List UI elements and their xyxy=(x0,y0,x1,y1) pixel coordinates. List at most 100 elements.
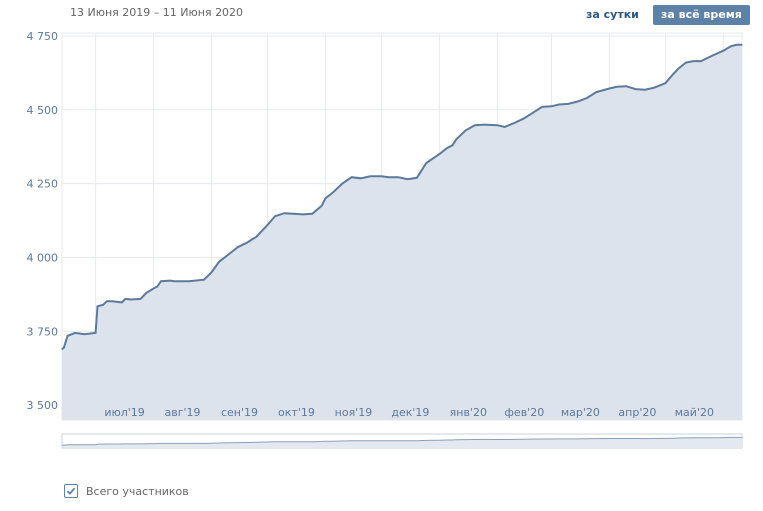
y-axis-labels: 4 750 4 500 4 250 4 000 3 750 3 500 xyxy=(27,30,59,412)
data-point xyxy=(567,103,569,105)
y-tick-label: 3 500 xyxy=(27,399,59,412)
data-point xyxy=(169,279,171,282)
y-tick-label: 4 000 xyxy=(27,252,59,265)
series-points xyxy=(61,44,743,350)
data-point xyxy=(616,86,618,88)
x-tick-label: ноя'19 xyxy=(335,406,373,419)
data-point xyxy=(152,287,155,290)
data-point xyxy=(246,242,248,244)
data-point xyxy=(577,100,579,103)
data-point xyxy=(203,279,205,281)
data-point xyxy=(139,298,142,300)
data-point xyxy=(504,126,506,128)
data-point xyxy=(227,253,229,256)
data-point xyxy=(218,261,220,263)
data-point xyxy=(522,118,525,120)
data-point xyxy=(730,45,732,47)
data-point xyxy=(67,335,69,337)
data-point xyxy=(558,103,560,106)
y-tick-label: 3 750 xyxy=(27,325,59,338)
data-point xyxy=(438,153,440,155)
data-point xyxy=(283,212,285,214)
data-point xyxy=(692,60,695,62)
per-day-button[interactable]: за сутки xyxy=(586,8,639,21)
series-area xyxy=(62,44,742,421)
data-point xyxy=(145,292,147,294)
data-point xyxy=(416,177,418,179)
data-point xyxy=(96,305,99,307)
x-tick-label: апр'20 xyxy=(618,406,656,419)
data-point xyxy=(634,88,637,90)
data-point xyxy=(124,298,127,300)
data-point xyxy=(722,50,724,52)
data-point xyxy=(341,183,343,185)
data-point xyxy=(95,332,97,334)
x-tick-label: май'20 xyxy=(675,406,714,419)
data-point xyxy=(311,213,313,215)
data-point xyxy=(700,60,702,62)
data-point xyxy=(709,56,711,58)
x-axis-labels: июл'19 авг'19 сен'19 окт'19 ноя'19 дек'19 янв'… xyxy=(104,406,714,419)
x-tick-label: авг'19 xyxy=(164,406,200,419)
data-point xyxy=(451,144,454,146)
x-tick-label: окт'19 xyxy=(278,406,315,419)
data-point xyxy=(455,138,457,140)
x-tick-label: июл'19 xyxy=(104,406,144,419)
data-point xyxy=(380,175,383,177)
y-tick-label: 4 250 xyxy=(27,178,59,191)
data-point xyxy=(302,213,304,215)
x-tick-label: янв'20 xyxy=(450,406,487,419)
data-point xyxy=(74,332,76,334)
data-point xyxy=(586,97,588,99)
data-point xyxy=(111,300,114,302)
data-point xyxy=(513,122,515,124)
legend-checkbox[interactable] xyxy=(64,484,78,498)
data-point xyxy=(644,89,646,91)
data-point xyxy=(425,162,427,164)
navigator-line xyxy=(61,436,742,446)
data-point xyxy=(324,197,327,200)
data-point xyxy=(83,333,86,335)
data-point xyxy=(446,147,448,149)
date-range: 13 Июня 2019 – 11 Июня 2020 xyxy=(70,6,244,19)
data-point xyxy=(130,298,132,301)
data-point xyxy=(532,112,534,114)
all-time-button[interactable]: за всё время xyxy=(653,5,750,25)
data-point xyxy=(735,44,737,46)
data-point xyxy=(210,271,213,273)
x-tick-label: сен'19 xyxy=(221,406,258,419)
data-point xyxy=(625,85,627,87)
data-point xyxy=(388,176,390,178)
data-point xyxy=(653,87,655,89)
data-point xyxy=(173,280,175,282)
navigator-area xyxy=(62,437,742,447)
data-point xyxy=(685,61,687,64)
x-tick-label: мар'20 xyxy=(561,406,600,419)
data-point xyxy=(407,178,409,180)
members-chart: 4 750 4 500 4 250 4 000 3 750 3 500 июл'19 авг… xyxy=(27,30,743,449)
data-point xyxy=(188,280,190,282)
data-point xyxy=(63,347,65,349)
data-point xyxy=(274,215,276,217)
data-point xyxy=(595,91,597,93)
data-point xyxy=(102,304,104,306)
data-point xyxy=(741,44,743,46)
y-tick-label: 4 500 xyxy=(27,104,59,117)
data-point xyxy=(483,123,485,126)
data-point xyxy=(608,87,610,90)
y-tick-label: 4 750 xyxy=(27,30,59,43)
data-point xyxy=(360,177,362,179)
data-point xyxy=(664,82,667,84)
data-point xyxy=(156,285,158,288)
data-point xyxy=(672,73,674,75)
data-point xyxy=(474,124,476,126)
data-point xyxy=(160,280,162,282)
data-point xyxy=(677,67,680,70)
data-point xyxy=(121,301,123,304)
data-point xyxy=(369,175,371,177)
x-tick-label: фев'20 xyxy=(505,406,545,419)
x-tick-label: дек'19 xyxy=(391,406,429,419)
data-point xyxy=(293,213,295,215)
data-point xyxy=(255,236,257,238)
data-point xyxy=(496,124,498,126)
